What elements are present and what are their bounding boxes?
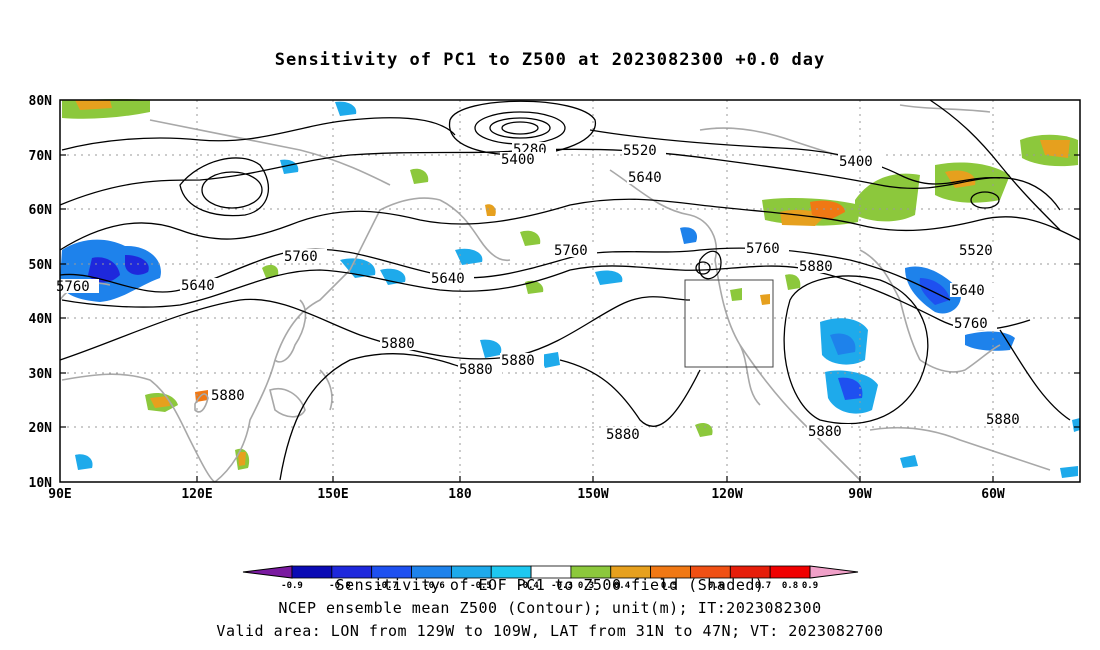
contour-label: 5880 xyxy=(459,362,493,378)
lat-label: 30N xyxy=(29,367,53,382)
colorbar-tick: -0.5 xyxy=(470,581,492,591)
colorbar-tick: -0.7 xyxy=(376,581,398,591)
colorbar-tick: -0.9 xyxy=(281,581,303,591)
lat-label: 80N xyxy=(29,94,53,109)
lon-label: 180 xyxy=(448,487,472,502)
contour-label: 5760 xyxy=(746,241,780,257)
colorbar-tick: 0.9 xyxy=(802,581,818,591)
lon-label: 90W xyxy=(848,487,872,502)
contour-label: 5400 xyxy=(839,154,873,170)
contour-label: 5880 xyxy=(606,427,640,443)
lat-label: 50N xyxy=(29,258,53,273)
colorbar-tick: 0.8 xyxy=(782,581,798,591)
colorbar-tick-labels: -0.9 -0.8 -0.7 -0.6 -0.5 -0.4 -0.3 0.3 0… xyxy=(281,581,818,591)
lat-label: 70N xyxy=(29,149,53,164)
valid-area-box xyxy=(684,279,774,368)
lon-label: 120W xyxy=(711,487,742,502)
lat-label: 20N xyxy=(29,421,53,436)
lon-label: 60W xyxy=(981,487,1005,502)
contour-label: 5880 xyxy=(501,353,535,369)
colorbar-tick: -0.8 xyxy=(329,581,351,591)
contour-label: 5760 xyxy=(954,316,988,332)
contour-label: 5640 xyxy=(628,170,662,186)
contour-label: 5520 xyxy=(623,143,657,159)
contour-label: 5520 xyxy=(959,243,993,259)
contour-label: 5880 xyxy=(986,412,1020,428)
footer-line-1: Sensitivity of EOF PC1 to Z500 field (Sh… xyxy=(335,576,765,594)
contour-label: 5760 xyxy=(554,243,588,259)
colorbar-tick: -0.6 xyxy=(423,581,445,591)
contour-labels: 5280 5400 5520 5400 5640 5520 5760 5760 … xyxy=(55,142,1029,443)
contour-label: 5400 xyxy=(501,152,535,168)
contour-label: 5640 xyxy=(431,271,465,287)
colorbar-tick: -0.4 xyxy=(517,581,539,591)
footer-line-3: Valid area: LON from 129W to 109W, LAT f… xyxy=(216,622,884,640)
lon-label: 90E xyxy=(48,487,71,502)
colorbar-tick: -0.3 xyxy=(551,581,573,591)
map-title: Sensitivity of PC1 to Z500 at 2023082300… xyxy=(274,50,826,70)
colorbar-cells xyxy=(291,565,811,579)
lon-label: 150W xyxy=(577,487,608,502)
colorbar-tick: 0.5 xyxy=(661,581,677,591)
lon-label: 120E xyxy=(181,487,212,502)
colorbar-high-arrow xyxy=(809,565,859,579)
lat-label: 60N xyxy=(29,203,53,218)
lat-labels: 80N 70N 60N 50N 40N 30N 20N 10N xyxy=(29,94,53,491)
footer-line-2: NCEP ensemble mean Z500 (Contour); unit(… xyxy=(278,599,822,617)
z500-contours xyxy=(59,99,1081,481)
lon-label: 150E xyxy=(317,487,348,502)
contour-label: 5640 xyxy=(181,278,215,294)
colorbar-tick: 0.3 xyxy=(578,581,594,591)
contour-label: 5640 xyxy=(951,283,985,299)
axis-ticks xyxy=(60,154,1080,482)
contour-label: 5760 xyxy=(56,279,90,295)
lat-label: 40N xyxy=(29,312,53,327)
contour-label: 5880 xyxy=(808,424,842,440)
colorbar-tick: 0.7 xyxy=(755,581,771,591)
contour-label: 5880 xyxy=(211,388,245,404)
lon-labels: 90E 120E 150E 180 150W 120W 90W 60W xyxy=(48,487,1005,502)
contour-label: 5760 xyxy=(284,249,318,265)
colorbar: -0.9 -0.8 -0.7 -0.6 -0.5 -0.4 -0.3 0.3 0… xyxy=(242,565,859,591)
map-frame xyxy=(59,99,1081,483)
colorbar-tick: 0.4 xyxy=(614,581,631,591)
contour-label: 5880 xyxy=(381,336,415,352)
lat-label: 10N xyxy=(29,476,53,491)
coastlines xyxy=(59,104,1051,483)
contour-label: 5880 xyxy=(799,259,833,275)
colorbar-tick: 0.6 xyxy=(708,581,724,591)
